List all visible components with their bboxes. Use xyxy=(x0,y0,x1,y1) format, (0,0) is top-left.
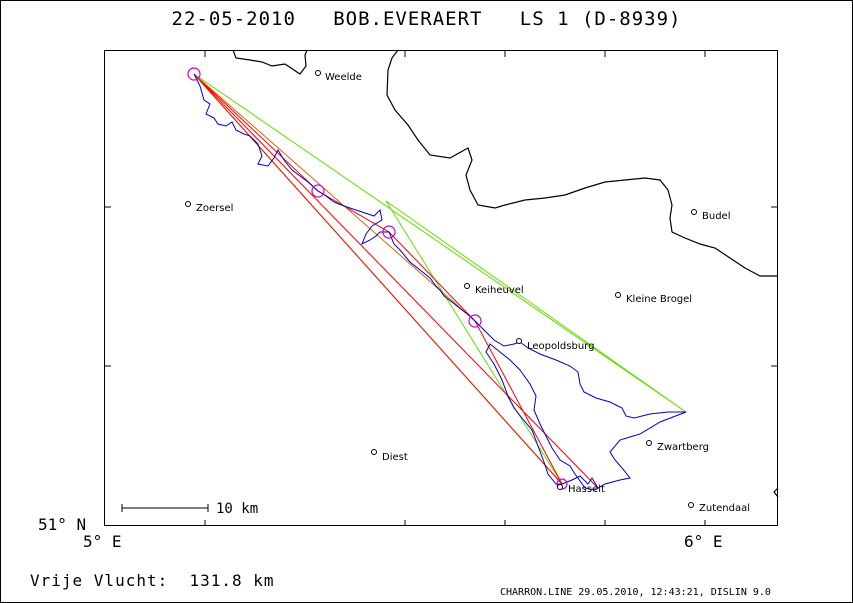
city-marker-zwartberg xyxy=(646,440,652,446)
longitude-label-right: 6° E xyxy=(684,532,723,551)
city-label-diest: Diest xyxy=(382,452,408,463)
city-marker-diest xyxy=(371,449,377,455)
city-label-weelde: Weelde xyxy=(325,72,362,83)
city-label-hasselt: Hasselt xyxy=(568,484,605,495)
city-marker-keiheuvel xyxy=(464,283,470,289)
city-marker-zutendaal xyxy=(688,502,694,508)
scale-bar-label: 10 km xyxy=(216,501,259,517)
flight-distance: Vrije Vlucht: 131.8 km xyxy=(30,571,275,590)
city-label-zwartberg: Zwartberg xyxy=(657,442,709,453)
turnpoint-3 xyxy=(468,314,482,328)
map-area xyxy=(104,50,778,526)
city-marker-weelde xyxy=(315,70,321,76)
city-label-budel: Budel xyxy=(702,211,731,222)
city-marker-hasselt xyxy=(557,484,563,490)
turnpoint-1 xyxy=(311,184,325,198)
border-edge xyxy=(773,487,779,498)
triangle-route xyxy=(193,73,687,485)
city-marker-zoersel xyxy=(185,201,191,207)
country-border xyxy=(232,49,778,277)
city-label-keiheuvel: Keiheuvel xyxy=(475,285,524,296)
turnpoint-2 xyxy=(382,225,396,239)
city-marker-kleine-brogel xyxy=(615,292,621,298)
city-markers xyxy=(185,70,697,508)
task-line xyxy=(193,73,599,489)
longitude-label-left: 5° E xyxy=(83,532,122,551)
turnpoints xyxy=(187,67,568,490)
flight-track xyxy=(193,73,687,491)
axis-ticks xyxy=(104,50,778,526)
page-title: 22-05-2010 BOB.EVERAERT LS 1 (D-8939) xyxy=(171,8,682,30)
city-label-kleine-brogel: Kleine Brogel xyxy=(626,294,693,305)
task-line-orange xyxy=(193,73,476,322)
latitude-label: 51° N xyxy=(38,515,87,534)
city-marker-budel xyxy=(691,209,697,215)
city-label-zutendaal: Zutendaal xyxy=(699,503,750,514)
turnpoint-start xyxy=(187,67,201,81)
city-label-zoersel: Zoersel xyxy=(196,203,234,214)
scale-bar xyxy=(121,504,209,512)
city-marker-leopoldsburg xyxy=(516,338,522,344)
software-credit: CHARRON.LINE 29.05.2010, 12:43:21, DISLI… xyxy=(500,587,771,598)
city-label-leopoldsburg: Leopoldsburg xyxy=(527,341,595,352)
